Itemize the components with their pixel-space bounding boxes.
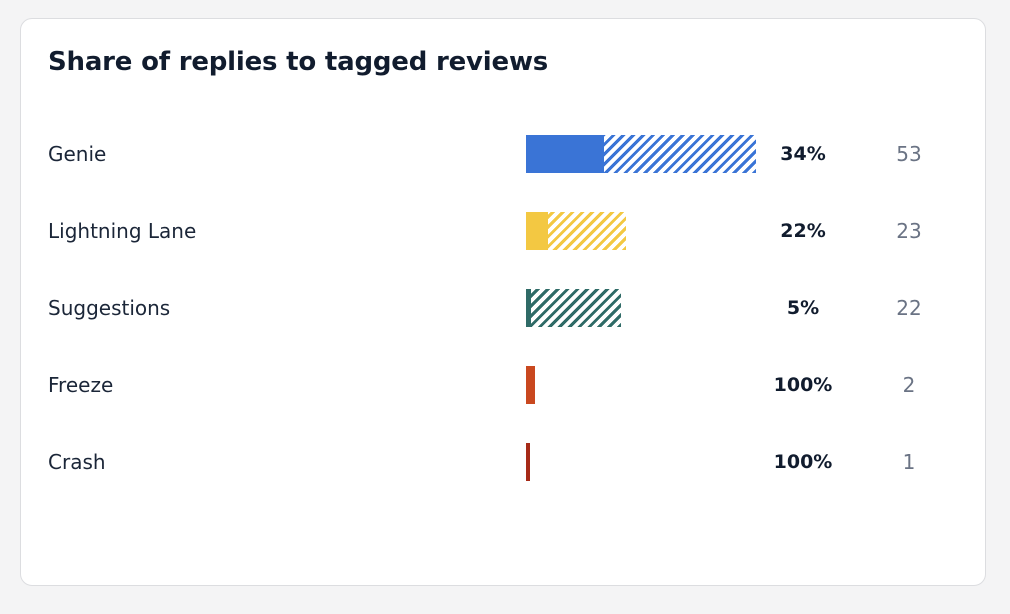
bar-replied xyxy=(526,443,530,481)
row-label: Lightning Lane xyxy=(48,219,197,243)
row-label: Crash xyxy=(48,450,106,474)
row-count: 1 xyxy=(902,450,916,474)
chart-row: Lightning Lane 22% 23 xyxy=(21,212,985,250)
bar-replied xyxy=(526,366,535,404)
bar-track xyxy=(526,366,756,404)
bar-track xyxy=(526,289,756,327)
row-count: 2 xyxy=(902,373,916,397)
chart-row: Freeze 100% 2 xyxy=(21,366,985,404)
row-count: 22 xyxy=(896,296,922,320)
row-percent: 100% xyxy=(773,374,833,396)
row-label: Genie xyxy=(48,142,107,166)
bar-total-hatched xyxy=(526,289,621,327)
chart-row: Genie 34% 53 xyxy=(21,135,985,173)
chart-row: Crash 100% 1 xyxy=(21,443,985,481)
chart-row: Suggestions 5% 22 xyxy=(21,289,985,327)
chart-title: Share of replies to tagged reviews xyxy=(48,47,549,77)
row-percent: 34% xyxy=(780,143,826,165)
bar-replied xyxy=(526,135,604,173)
chart-rows: Genie 34% 53 Lightning Lane 22% 23 Suggestions… xyxy=(21,19,985,585)
row-percent: 22% xyxy=(780,220,826,242)
bar-track xyxy=(526,135,756,173)
row-percent: 5% xyxy=(786,297,820,319)
bar-replied xyxy=(526,212,548,250)
row-count: 53 xyxy=(896,142,922,166)
bar-track xyxy=(526,212,756,250)
row-count: 23 xyxy=(896,219,922,243)
bar-track xyxy=(526,443,756,481)
bar-replied xyxy=(526,289,531,327)
chart-card: Share of replies to tagged reviews Genie… xyxy=(20,18,986,586)
row-percent: 100% xyxy=(773,451,833,473)
row-label: Freeze xyxy=(48,373,114,397)
row-label: Suggestions xyxy=(48,296,171,320)
